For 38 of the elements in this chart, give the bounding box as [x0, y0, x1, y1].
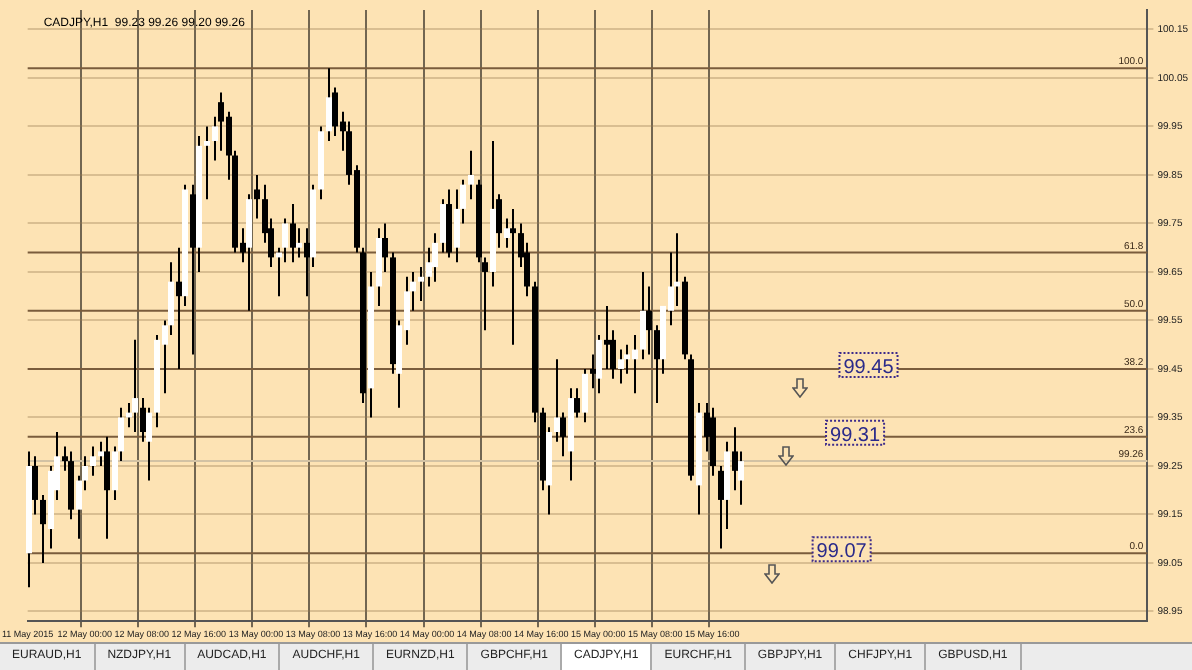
candlestick [326, 67, 332, 142]
candlestick [440, 198, 446, 254]
annotation: 99.45 [843, 356, 895, 379]
annotation: 99.31 [830, 424, 881, 447]
candlestick [604, 304, 610, 370]
candlestick [632, 334, 638, 395]
candlestick [90, 445, 96, 477]
candlestick [510, 207, 516, 346]
candlestick [590, 353, 596, 390]
candlestick [304, 227, 310, 298]
candlestick [596, 334, 602, 395]
candlestick [554, 358, 560, 443]
candlestick [618, 348, 624, 385]
candlestick [296, 227, 302, 259]
candlestick [290, 203, 296, 264]
candlestick [468, 149, 474, 201]
candlestick [640, 270, 646, 361]
candlestick [204, 125, 210, 201]
candlestick [646, 285, 652, 356]
candlestick [382, 222, 388, 273]
candlestick [582, 367, 588, 424]
candlestick [132, 338, 138, 434]
candlestick [146, 406, 152, 482]
candlestick [282, 217, 288, 264]
candlestick [654, 324, 660, 404]
candlestick [718, 464, 724, 550]
candlestick [40, 494, 46, 564]
candlestick [432, 232, 438, 283]
candlestick [176, 246, 182, 370]
annotation: 99.07 [816, 541, 868, 564]
candlestick [218, 91, 224, 152]
candlestick [418, 266, 424, 303]
candlestick [574, 387, 580, 419]
candlestick [104, 435, 110, 540]
candlestick [254, 173, 260, 220]
candlestick [482, 256, 488, 332]
candlestick [454, 188, 460, 264]
candlestick [32, 455, 38, 516]
